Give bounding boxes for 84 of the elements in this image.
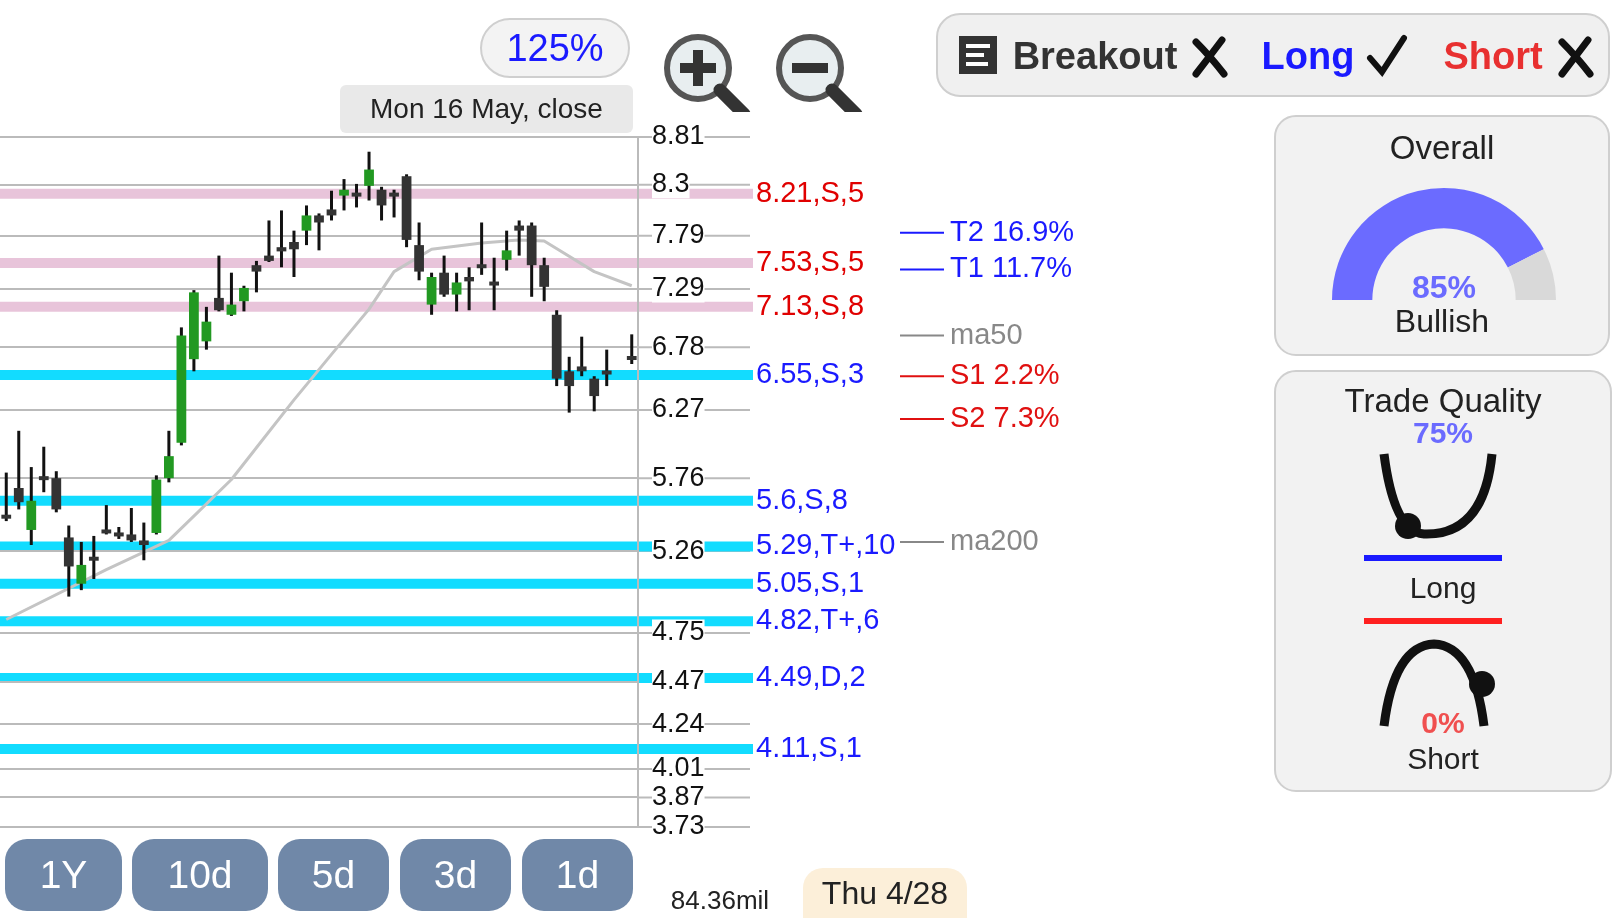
text: Breakout [1011,33,1179,79]
y-tick-label: 8.3 [652,168,690,199]
y-tick-label: 4.75 [652,616,705,647]
text: 1d [522,839,633,911]
candlestick [251,259,262,293]
ref-line-label: 5.29,T+,10 [756,528,896,561]
text: Long [1408,571,1478,605]
candlestick [164,429,174,483]
candlestick [301,205,312,247]
y-tick-label: 3.73 [652,810,705,841]
candlestick [239,285,249,312]
candlestick [351,182,362,208]
ref-line-label: T1 11.7% [950,251,1072,284]
y-tick-label: 3.87 [652,780,705,811]
y-tick-label: 5.26 [652,534,705,565]
text: Mon 16 May, close [340,85,633,133]
candlestick [501,230,512,271]
ref-line-label: 5.6,S,8 [756,482,848,515]
candlestick [1,472,12,523]
chart-title: Overall [1388,129,1496,167]
text: 125% [480,18,630,78]
text: 0% [1420,706,1466,740]
candlestick [38,446,49,494]
ref-line-label: S2 7.3% [950,401,1060,434]
ref-line-label: 5.05,S,1 [756,565,865,598]
text: Short [1406,742,1480,776]
y-tick-label: 7.29 [652,272,705,303]
text: Thu 4/28 [803,868,967,918]
ref-line-label: 4.49,D,2 [756,660,866,693]
candlestick [589,376,600,412]
candlestick [489,257,500,312]
text: 84.36mil [669,884,771,916]
data-label: 85% [1411,269,1477,305]
candlestick [326,190,337,221]
candlestick [389,189,399,218]
y-tick-label: 4.01 [652,752,705,783]
candlestick [626,334,637,365]
candlestick [464,267,474,312]
candlestick [601,349,612,388]
ref-line-label: T2 16.9% [950,214,1075,247]
candlestick [476,222,487,275]
y-tick-label: 4.47 [652,665,705,696]
ref-line-label: S1 2.2% [950,358,1060,391]
candlestick [126,507,137,542]
y-tick-label: 8.81 [652,120,705,151]
candlestick [101,505,112,535]
ref-line-label: 6.55,S,3 [756,356,865,389]
ref-line-label: 7.53,S,5 [756,245,865,278]
text: Bullish [1393,303,1491,340]
candlestick [514,220,525,256]
ref-line-label: ma50 [950,317,1023,350]
candlestick [226,272,237,316]
y-tick-label: 7.79 [652,219,705,250]
candlestick [576,336,587,378]
ref-line-label: 4.82,T+,6 [756,603,880,636]
candlestick [264,220,274,262]
text: Short [1442,33,1544,79]
candlestick [451,272,462,312]
candlestick [138,522,149,561]
candlestick [289,230,299,278]
text: Long [1260,33,1356,79]
y-tick-label: 6.78 [652,330,705,361]
ref-line-label: 7.13,S,8 [756,288,865,321]
y-tick-label: 5.76 [652,461,705,492]
text: Trade Quality [1343,382,1543,420]
ref-line-label: ma200 [950,523,1039,556]
text: 1Y [5,839,122,911]
candlestick [339,179,349,211]
ref-line-label: 8.21,S,5 [756,175,865,208]
candlestick [564,355,575,413]
candlestick [76,540,87,592]
ref-line-label: 4.11,S,1 [756,731,862,764]
text: 3d [400,839,511,911]
text: 5d [278,839,389,911]
candlestick [439,255,449,297]
text: 10d [132,839,268,911]
y-tick-label: 6.27 [652,393,705,424]
candlestick [214,255,224,312]
candlestick [88,534,99,580]
y-tick-label: 4.24 [652,707,705,738]
candlestick [314,213,324,251]
candlestick [364,151,374,201]
candlestick [13,429,24,510]
candlestick [539,257,550,302]
